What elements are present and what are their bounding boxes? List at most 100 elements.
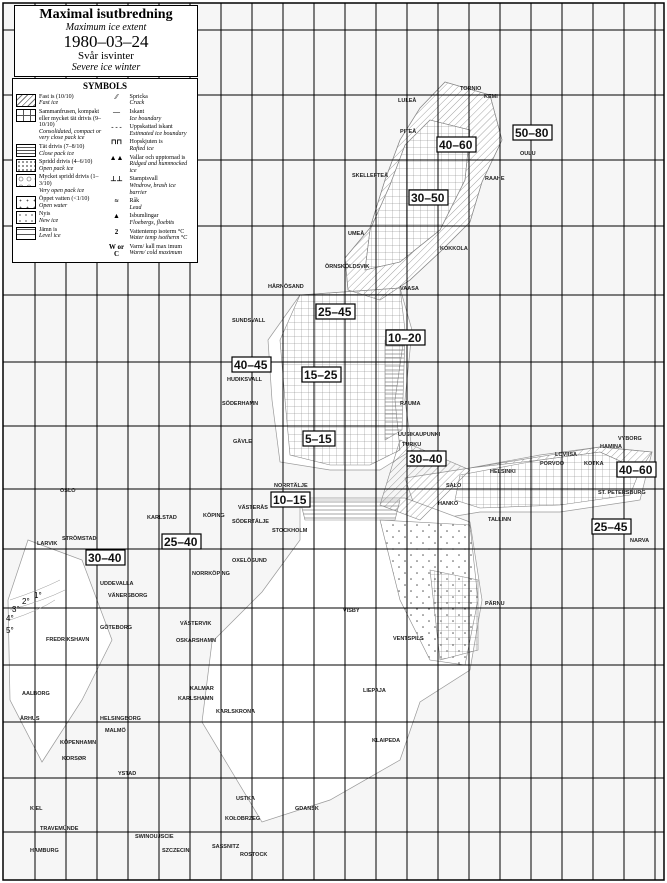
city-label: VAASA (400, 286, 419, 292)
city-label: TALLINN (488, 517, 511, 523)
legend-label-en: Close pack ice (39, 150, 74, 157)
city-label: SÖDERTÄLJE (232, 518, 269, 525)
city-label: ST. PETERSBURG (598, 490, 646, 496)
legend-symbol: ⁄⁄ Spricka Crack (107, 93, 195, 107)
crosses-swatch-icon (16, 211, 36, 225)
city-label: MALMÖ (105, 727, 126, 734)
symbol-icon: ≈ (114, 197, 119, 206)
city-label: STOCKHOLM (272, 528, 308, 534)
legend-label: Varm/ kall max imum (129, 243, 183, 250)
svg-text:40–60: 40–60 (619, 463, 653, 477)
thickness-label: 40–45 (231, 356, 272, 373)
fast-ice-archipelago (379, 439, 471, 521)
city-label: KÖPENHAMN (60, 739, 96, 746)
symbol-glyph: 2 (114, 227, 119, 236)
city-label: KARLSKRONA (216, 709, 255, 715)
legend-label-en: Rafted ice (129, 146, 154, 153)
city-label: OSKARSHAMN (176, 638, 216, 644)
legend-label-en: Lead (129, 204, 142, 211)
city-label: OSLO (60, 488, 76, 494)
isotherm-label: 3° (12, 605, 20, 614)
legend-label-en: Water temp isotherm °C (129, 235, 188, 242)
legend-label: Fast is (10/10) (39, 93, 74, 100)
city-label: FREDRIKSHAVN (46, 637, 89, 643)
legend-symbol: ⊓⊓ Hopskjuten is Rafted ice (107, 139, 195, 152)
city-label: SÖDERHAMN (222, 400, 258, 407)
city-label: NORRKÖPING (192, 570, 230, 577)
city-label: KARLSTAD (147, 515, 177, 521)
winter-type: Svår isvinter (78, 50, 134, 63)
city-label: KIEL (30, 806, 43, 812)
legend-label: Öppet vatten (<1/10) (39, 196, 90, 203)
two-lines-swatch-icon (16, 226, 36, 240)
city-label: KARLSHAMN (178, 696, 213, 702)
city-label: SUNDSVALL (232, 318, 266, 324)
city-label: HANKO (438, 501, 459, 507)
city-label: LARVIK (37, 541, 57, 547)
city-label: PITEÅ (400, 128, 416, 135)
legend-label: Råk (129, 198, 140, 205)
close-pack-aland (299, 499, 401, 521)
legend-label-en: Warm/ cold maximum (129, 250, 182, 257)
legend-label-en: New ice (39, 217, 59, 224)
svg-text:25–45: 25–45 (318, 305, 352, 319)
legend-item: Mycket spridd drivis (1–3/10) Very open p… (16, 174, 104, 194)
thickness-label: 10–20 (385, 329, 426, 346)
city-label: YSTAD (118, 771, 136, 777)
legend-symbol: ▲▲ Vallar och upptornad is Ridged and humm… (107, 154, 195, 175)
city-label: RAUMA (400, 401, 420, 407)
city-label: SKELLEFTEÅ (352, 172, 388, 179)
city-label: NORRTÄLJE (274, 482, 308, 489)
city-label: HELSINKI (490, 469, 516, 475)
svg-text:15–25: 15–25 (304, 368, 338, 382)
city-label: KORSØR (62, 756, 86, 762)
legend-label: Tät drivis (7–8/10) (39, 144, 85, 151)
thickness-label: 40–60 (436, 136, 477, 153)
city-label: KLAIPEDA (372, 738, 400, 744)
legend-label: Isbumlingar (129, 213, 159, 220)
legend-label: Spridd drivis (4–6/10) (39, 159, 93, 166)
city-label: KÖPING (203, 512, 225, 519)
legend-item: Sammanfrusen, kompakt eller mycket tät d… (16, 109, 104, 142)
symbol-glyph: W or C (108, 242, 125, 259)
legend-item: Jämn is Level ice (16, 226, 104, 240)
legend-symbol: ≈ Råk Lead (107, 198, 195, 211)
chart-date: 1980–03–24 (63, 32, 149, 52)
city-label: HÄRNÖSAND (268, 283, 304, 290)
city-label: SZCZECIN (162, 848, 190, 854)
city-label: RAAHE (485, 176, 505, 182)
thickness-label: 25–40 (161, 533, 202, 550)
svg-text:30–40: 30–40 (88, 551, 122, 565)
legend-label: Uppskattad iskant (129, 124, 173, 131)
city-label: VÄNERSBORG (108, 592, 147, 599)
legend-symbol: 2 Vattentemp isoterm °C Water temp isother… (107, 227, 195, 242)
legend-label-en: Ice boundary (129, 115, 162, 122)
city-label: HAMINA (600, 444, 622, 450)
city-label: TRAVEMÜNDE (40, 825, 79, 832)
legend-label: Mycket spridd drivis (1–3/10) (39, 174, 99, 188)
svg-text:5–15: 5–15 (305, 432, 332, 446)
symbol-icon: — (113, 108, 120, 117)
legend-label-en: Crack (129, 100, 145, 107)
legend-symbol: — Iskant Ice boundary (107, 108, 195, 122)
city-label: USTKA (236, 796, 255, 802)
sparse-dots-swatch-icon (16, 196, 36, 210)
thickness-label: 40–60 (616, 461, 657, 478)
circles-swatch-icon (16, 174, 36, 188)
legend-item: Tät drivis (7–8/10) Close pack ice (16, 144, 104, 158)
thickness-label: 25–45 (591, 518, 632, 535)
city-label: UUSIKAUPUNKI (398, 432, 441, 438)
chart-title: Maximal isutbredning (39, 7, 173, 22)
ice-thickness-labels: 50–80 40–60 30–50 25–45 10–20 40–45 15–25 5–15 3… (85, 124, 657, 566)
symbol-icon: ▲ (113, 212, 120, 221)
thickness-label: 5–15 (302, 430, 336, 447)
title-box: Maximal isutbredning Maximum ice extent … (14, 5, 198, 77)
symbol-icon: ⊥⊥ (110, 175, 123, 184)
isotherm-label: 4° (6, 614, 14, 623)
symbol-icon: - - - (111, 123, 122, 132)
city-label: TORNIO (460, 86, 482, 92)
legend-label-en: Consolidated, compact or very close pack… (39, 128, 102, 142)
legend-label: Vallar och upptornad is (129, 154, 186, 161)
city-label: UMEÅ (348, 230, 364, 237)
